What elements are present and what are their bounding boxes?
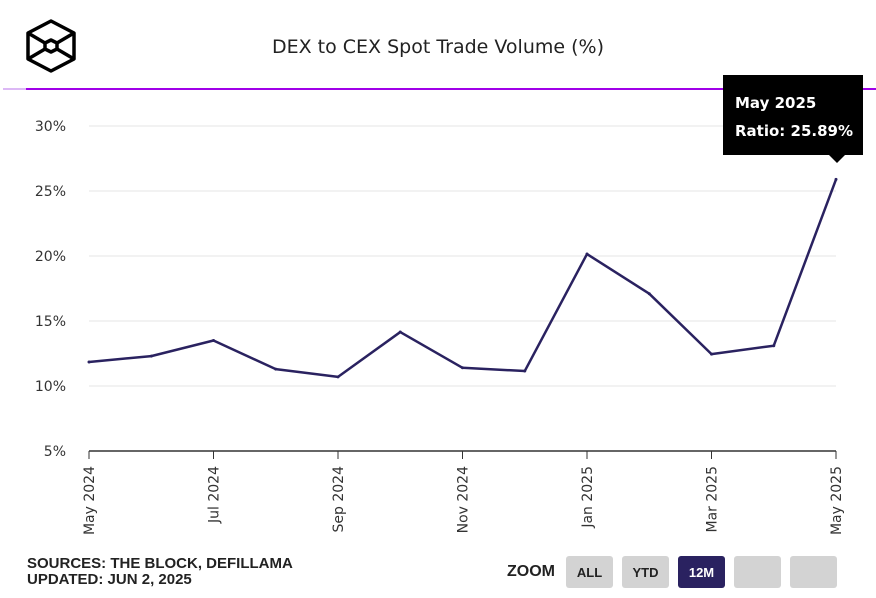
y-tick-label: 25% [35,184,66,200]
zoom-all-button[interactable]: ALL [566,556,613,588]
footer: SOURCES: THE BLOCK, DEFILLAMA UPDATED: J… [27,556,293,588]
zoom-button-blank-2[interactable] [790,556,837,588]
x-tick-label: May 2024 [82,466,98,535]
x-tick-label: Jan 2025 [580,466,596,529]
data-point [336,375,340,379]
zoom-12m-button[interactable]: 12M [678,556,725,588]
tooltip-value: Ratio: 25.89% [735,122,853,140]
data-point [87,360,91,364]
data-point [461,366,464,370]
data-point [585,252,589,256]
x-tick-label: Jul 2024 [207,466,223,524]
data-point [398,330,402,334]
data-point [647,292,651,296]
zoom-ytd-button[interactable]: YTD [622,556,669,588]
zoom-button-blank-1[interactable] [734,556,781,588]
y-tick-label: 15% [35,314,66,330]
y-tick-label: 5% [44,444,66,460]
data-point [149,354,153,358]
zoom-label: ZOOM [507,563,555,580]
data-point [710,352,713,356]
tooltip-title: May 2025 [735,94,817,112]
sources-text: SOURCES: THE BLOCK, DEFILLAMA [27,555,293,572]
x-tick-label: Mar 2025 [705,466,721,533]
x-tick-label: Nov 2024 [456,466,472,533]
header-divider [26,88,876,90]
y-tick-label: 30% [35,119,66,135]
x-tick-label: Sep 2024 [331,466,347,533]
chart-title: DEX to CEX Spot Trade Volume (%) [271,36,604,58]
zoom-controls: ZOOM ALL YTD 12M [507,556,846,588]
updated-text: UPDATED: JUN 2, 2025 [27,571,192,588]
y-tick-label: 10% [35,379,66,395]
y-tick-label: 20% [35,249,66,265]
data-point [212,339,215,342]
header-divider-light [3,88,26,90]
data-point [834,177,838,181]
data-point [523,369,527,373]
data-point [274,367,278,371]
tooltip: May 2025 Ratio: 25.89% [723,75,863,163]
the-block-logo-icon [26,19,76,73]
x-tick-label: May 2025 [829,466,845,535]
data-point [772,344,776,348]
series-line [88,178,838,379]
